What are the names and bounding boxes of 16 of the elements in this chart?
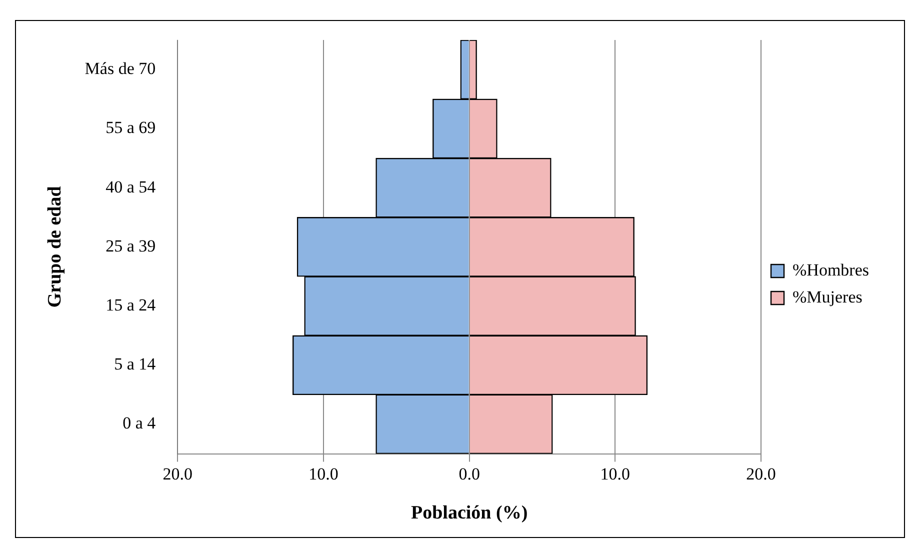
x-tick-label: 0.0 [458,464,480,484]
y-axis-title: Grupo de edad [44,186,66,308]
x-tick-label: 20.0 [746,464,776,484]
y-tick-label: 0 a 4 [122,414,156,433]
y-tick-label: 55 a 69 [106,118,156,138]
legend-label: %Hombres [792,260,869,280]
x-axis-title: Población (%) [411,502,528,524]
x-tick-label: 20.0 [162,464,192,484]
y-tick-label: 15 a 24 [106,295,156,314]
y-tick-label: 40 a 54 [106,177,156,196]
legend-label: %Mujeres [792,287,862,306]
y-tick-label: Más de 70 [84,59,156,78]
x-tick-label: 10.0 [600,464,630,484]
x-tick-label: 10.0 [308,464,338,484]
y-tick-label: 5 a 14 [114,354,156,374]
y-tick-label: 25 a 39 [106,236,156,256]
